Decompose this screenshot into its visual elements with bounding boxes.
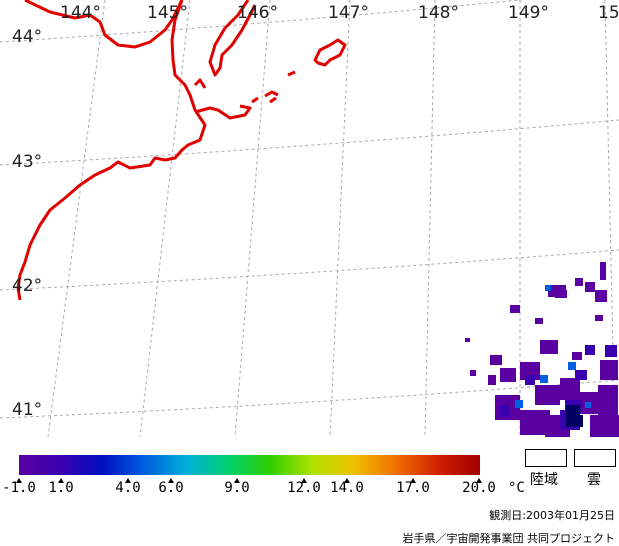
colorbar-tick-label: 1.0 (48, 480, 74, 496)
shikotan-island (313, 38, 347, 67)
habomai-islands (251, 70, 296, 104)
colorbar-tick-mark (168, 478, 174, 483)
observation-date: 観測日:2003年01月25日 (489, 509, 615, 522)
sst-blue (515, 285, 591, 408)
colorbar-tick-label: 17.0 (396, 480, 430, 496)
colorbar-tick-mark (476, 478, 482, 483)
lon-label-148: 148° (418, 3, 459, 23)
meridian-148 (424, 0, 436, 437)
kunashiri-island (208, 0, 257, 77)
parallel-41 (0, 379, 619, 419)
meridian-144 (47, 0, 106, 437)
parallel-42 (0, 249, 619, 291)
lat-label-42: 42° (12, 276, 43, 296)
lat-label-41: 41° (12, 400, 43, 420)
lon-label-147: 147° (328, 3, 369, 23)
lon-label-146: 146° (237, 3, 278, 23)
credit-text: 岩手県／宇宙開発事業団 共同プロジェクト (402, 532, 616, 545)
lon-label-145: 145° (147, 3, 188, 23)
meridian-150 (604, 0, 616, 437)
land-key-label: 陸域 (530, 472, 558, 488)
sst-dark (566, 405, 583, 427)
meridian-147 (329, 0, 351, 437)
colorbar-tick-mark (234, 478, 240, 483)
sst-purple (465, 262, 619, 437)
colorbar-tick-label: 9.0 (224, 480, 250, 496)
colorbar-tick-mark (344, 478, 350, 483)
meridian-145 (139, 0, 191, 437)
nemuro-coast (193, 78, 207, 89)
cloud-key-label: 雲 (587, 472, 601, 488)
colorbar-tick-label: 4.0 (115, 480, 141, 496)
cloud-key-swatch (574, 449, 616, 467)
lat-label-44: 44° (12, 27, 43, 47)
colorbar-tick-label: 14.0 (330, 480, 364, 496)
lon-label-149: 149° (508, 3, 549, 23)
colorbar-tick-mark (410, 478, 416, 483)
lat-label-43: 43° (12, 152, 43, 172)
lon-label-150: 15 (598, 3, 619, 23)
colorbar-tick-label: 20.0 (462, 480, 496, 496)
colorbar-tick-label: -1.0 (2, 480, 36, 496)
hokkaido-east-coast (16, 0, 207, 301)
sst-patches (465, 262, 619, 437)
shiretoko-peninsula (194, 104, 252, 120)
land-key-swatch (525, 449, 567, 467)
lon-label-144: 144° (60, 3, 101, 23)
colorbar-tick-label: 6.0 (158, 480, 184, 496)
colorbar-tick-mark (301, 478, 307, 483)
colorbar-tick-mark (16, 478, 22, 483)
temperature-colorbar (19, 455, 480, 475)
colorbar-tick-label: 12.0 (287, 480, 321, 496)
meridian-146 (234, 0, 271, 437)
colorbar-tick-mark (58, 478, 64, 483)
colorbar-unit: °C (508, 480, 525, 496)
parallel-44 (0, 0, 525, 43)
parallel-43 (0, 119, 619, 166)
coastline (16, 0, 347, 301)
colorbar-tick-mark (125, 478, 131, 483)
graticule (0, 0, 619, 437)
map-canvas (0, 0, 619, 437)
